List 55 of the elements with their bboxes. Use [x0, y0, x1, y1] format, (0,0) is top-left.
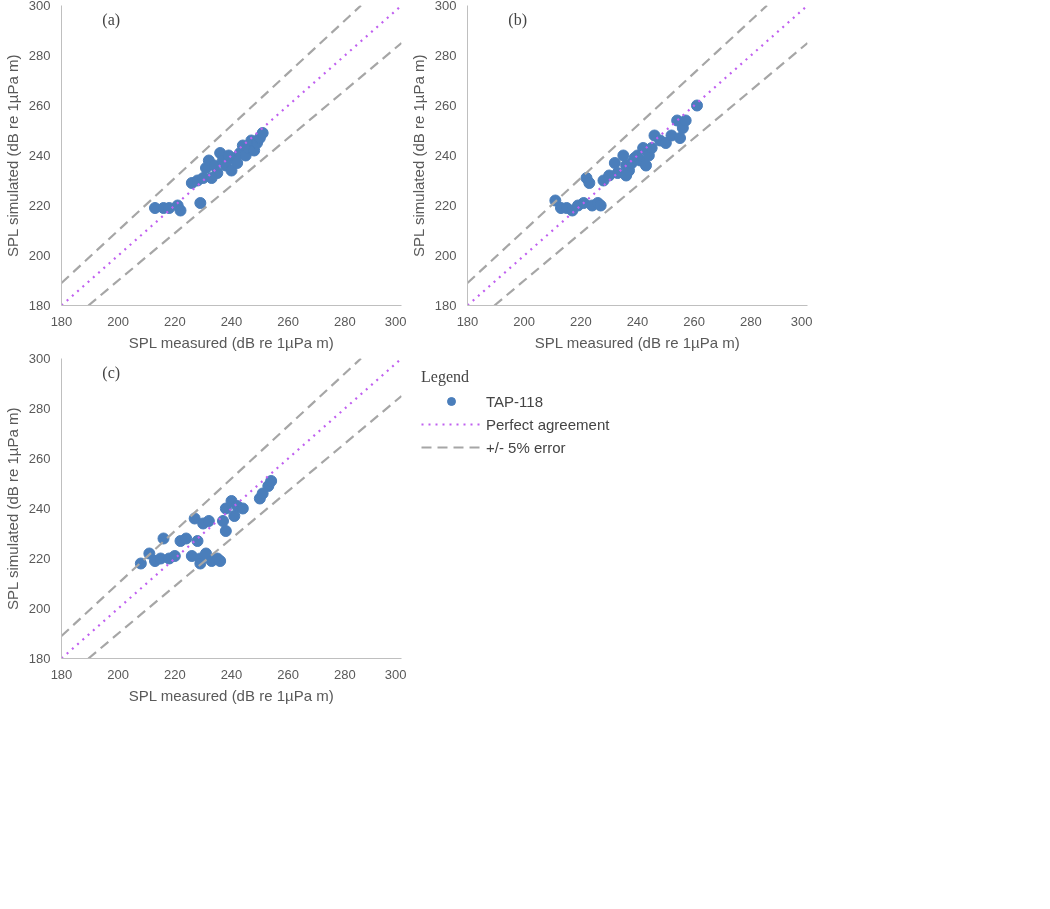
y-tick-label: 220 [28, 551, 51, 566]
y-axis-title: SPL simulated (dB re 1µPa m) [3, 407, 21, 610]
y-tick-label: 280 [28, 48, 51, 63]
y-tick-label: 220 [434, 198, 457, 213]
x-tick-label: 220 [163, 313, 186, 329]
x-tick-label: 220 [163, 666, 186, 682]
y-axis-title: SPL simulated (dB re 1µPa m) [409, 54, 427, 257]
x-axis-title: SPL measured (dB re 1µPa m) [128, 333, 334, 351]
x-tick-label: 220 [569, 313, 592, 329]
y-tick-label: 220 [28, 198, 51, 213]
y-tick-label: 180 [434, 298, 457, 313]
y-tick-label: 200 [28, 248, 51, 263]
y-tick-label: 240 [434, 148, 457, 163]
y-tick-label: 260 [28, 451, 51, 466]
legend-title: Legend [421, 368, 470, 386]
x-tick-label: 180 [456, 313, 479, 329]
y-tick-label: 300 [434, 0, 457, 13]
x-tick-label: 180 [50, 313, 73, 329]
y-tick-label: 180 [28, 651, 51, 666]
x-tick-label: 280 [739, 313, 762, 329]
y-tick-label: 260 [28, 98, 51, 113]
x-axis-title: SPL measured (dB re 1µPa m) [534, 333, 740, 351]
x-tick-label: 200 [107, 313, 130, 329]
x-tick-label: 260 [683, 313, 706, 329]
annotation: (a) [102, 10, 121, 29]
y-tick-label: 180 [28, 298, 51, 313]
y-tick-label: 240 [28, 148, 51, 163]
y-tick-label: 260 [434, 98, 457, 113]
x-tick-label: 280 [333, 666, 356, 682]
annotation: (b) [508, 10, 527, 29]
x-tick-label: 260 [277, 313, 300, 329]
annotation: (c) [102, 363, 121, 382]
x-tick-label: 300 [790, 313, 813, 329]
x-axis-title: SPL measured (dB re 1µPa m) [128, 686, 334, 704]
legend-label: TAP-118 [486, 392, 543, 410]
x-tick-label: 300 [384, 666, 407, 682]
legend-label: +/- 5% error [486, 438, 566, 456]
x-tick-label: 180 [50, 666, 73, 682]
x-tick-label: 260 [277, 666, 300, 682]
y-axis-title: SPL simulated (dB re 1µPa m) [3, 54, 21, 257]
x-tick-label: 280 [333, 313, 356, 329]
y-tick-label: 200 [434, 248, 457, 263]
y-tick-label: 200 [28, 601, 51, 616]
y-tick-label: 240 [28, 501, 51, 516]
y-tick-label: 300 [28, 351, 51, 366]
y-tick-label: 280 [28, 401, 51, 416]
x-tick-label: 240 [220, 313, 243, 329]
x-tick-label: 200 [513, 313, 536, 329]
x-tick-label: 200 [107, 666, 130, 682]
x-tick-label: 300 [384, 313, 407, 329]
legend-label: Perfect agreement [486, 415, 610, 433]
x-tick-label: 240 [220, 666, 243, 682]
y-tick-label: 280 [434, 48, 457, 63]
y-tick-label: 300 [28, 0, 51, 13]
x-tick-label: 240 [626, 313, 649, 329]
